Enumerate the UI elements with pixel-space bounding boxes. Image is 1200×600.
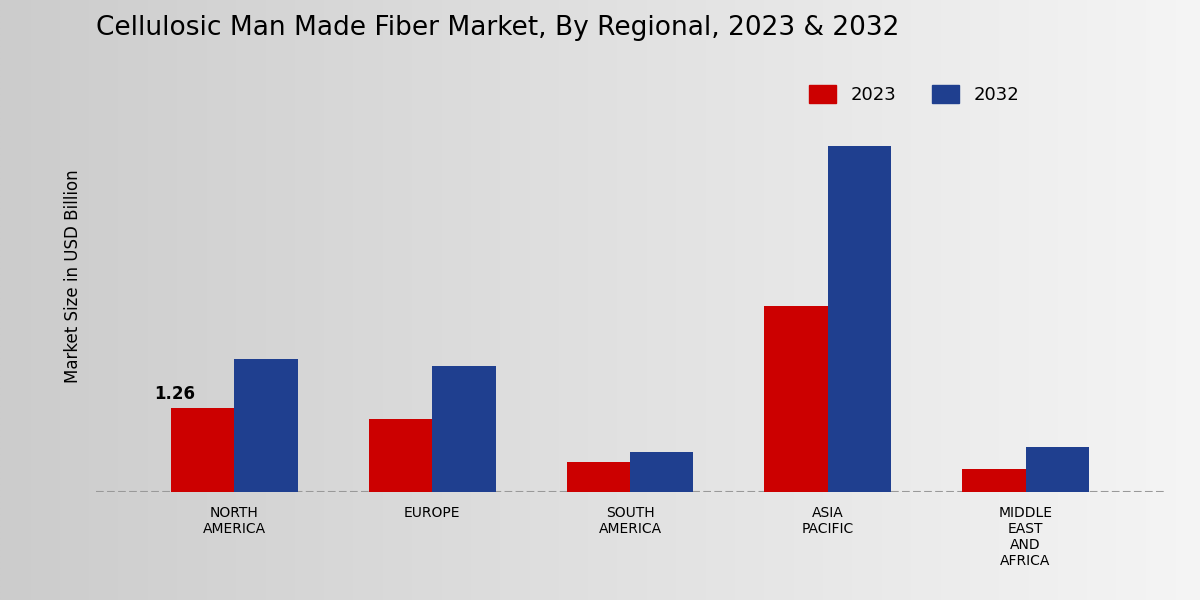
Bar — [962, 469, 1026, 492]
Bar — [828, 146, 892, 492]
Bar — [1026, 447, 1088, 492]
Bar — [172, 408, 234, 492]
Y-axis label: Market Size in USD Billion: Market Size in USD Billion — [64, 169, 82, 383]
Bar — [630, 452, 694, 492]
Bar — [432, 366, 496, 492]
Legend: 2023, 2032: 2023, 2032 — [802, 77, 1027, 112]
Text: Cellulosic Man Made Fiber Market, By Regional, 2023 & 2032: Cellulosic Man Made Fiber Market, By Reg… — [96, 15, 899, 41]
Bar — [368, 419, 432, 492]
Bar — [764, 306, 828, 492]
Bar — [234, 359, 298, 492]
Bar — [566, 462, 630, 492]
Text: 1.26: 1.26 — [154, 385, 194, 403]
